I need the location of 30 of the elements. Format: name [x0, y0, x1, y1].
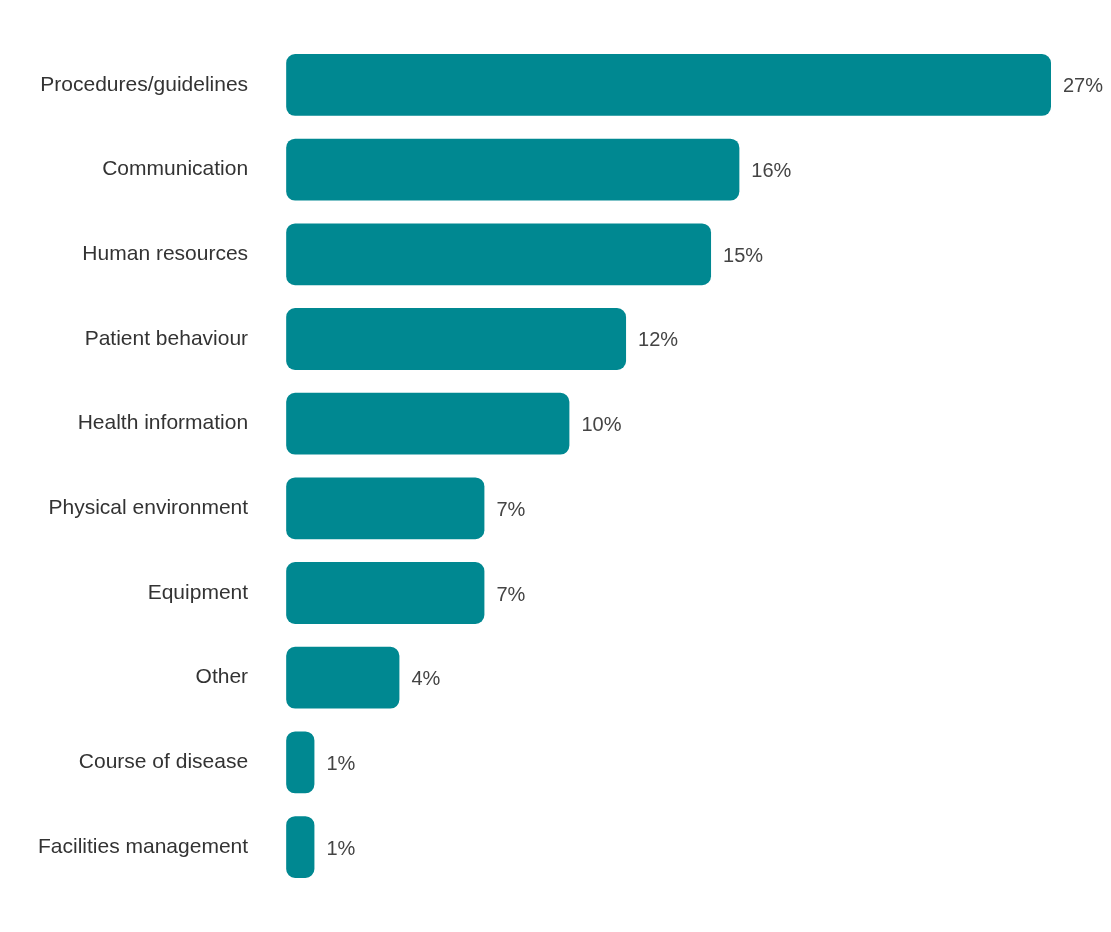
bar — [286, 562, 485, 624]
data-label: 16% — [751, 159, 792, 182]
y-tick-label: Course of disease — [78, 749, 249, 773]
data-label: 4% — [411, 667, 441, 690]
y-tick-label: Procedures/guidelines — [40, 71, 249, 95]
y-tick-label: Communication — [102, 156, 249, 180]
data-label: 10% — [581, 413, 622, 436]
data-label: 1% — [326, 751, 356, 774]
y-tick-label: Human resources — [82, 241, 249, 265]
bar — [286, 138, 740, 201]
bar — [286, 223, 712, 286]
bar — [286, 477, 485, 540]
y-tick-label: Facilities management — [38, 833, 249, 857]
data-label: 1% — [326, 836, 356, 859]
data-label: 7% — [496, 497, 526, 520]
bar — [286, 54, 1051, 116]
bar — [286, 392, 570, 455]
y-tick-label: Physical environment — [48, 495, 249, 519]
y-tick-label: Equipment — [147, 579, 249, 603]
y-tick-label: Health information — [77, 410, 249, 434]
data-label: 27% — [1063, 74, 1104, 97]
y-tick-label: Patient behaviour — [84, 325, 249, 349]
bar — [286, 646, 400, 709]
data-label: 15% — [723, 243, 764, 266]
data-label: 7% — [496, 582, 526, 605]
y-tick-label: Other — [195, 664, 249, 688]
bar — [286, 308, 627, 370]
bar — [286, 731, 315, 794]
data-label: 12% — [638, 328, 679, 351]
bar — [286, 816, 315, 878]
